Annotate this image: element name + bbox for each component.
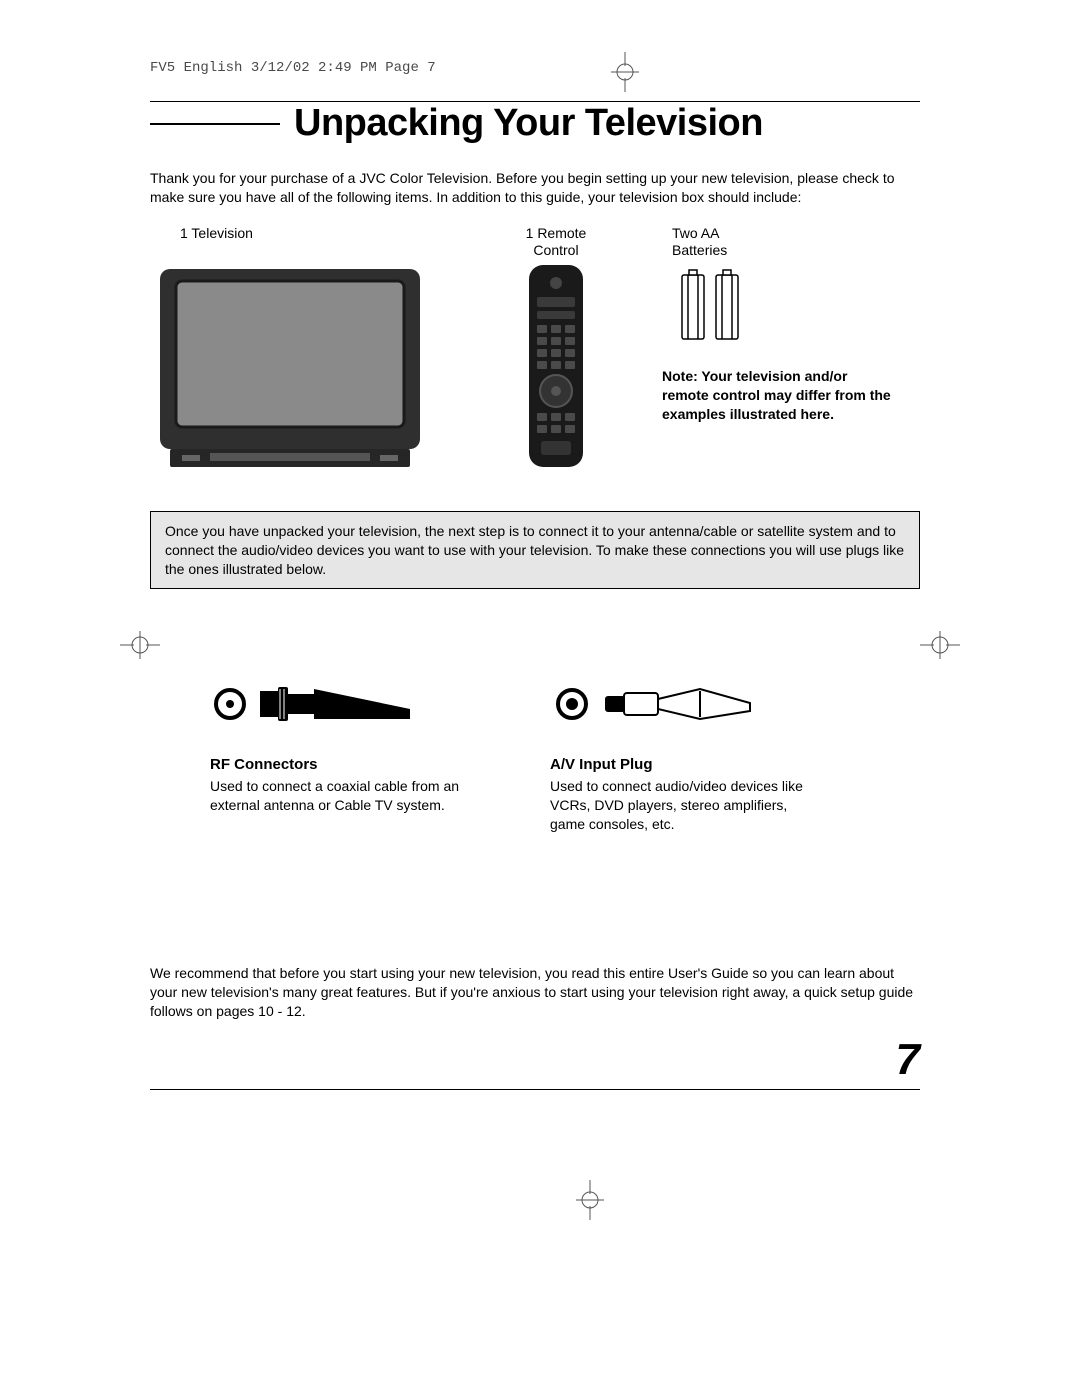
av-plug-icon <box>550 669 770 739</box>
page-number: 7 <box>896 1035 920 1085</box>
av-desc: Used to connect audio/video devices like… <box>550 777 820 834</box>
item-batteries: Two AA Batteries Note: Your television a… <box>662 225 892 471</box>
item-label-batteries: Two AA Batteries <box>662 225 892 261</box>
crop-mark-left-icon <box>120 625 160 665</box>
crop-mark-top-icon <box>605 52 645 92</box>
item-label-remote: 1 Remote Control <box>526 225 587 261</box>
rf-desc: Used to connect a coaxial cable from an … <box>210 777 480 815</box>
recommend-paragraph: We recommend that before you start using… <box>150 964 920 1021</box>
connectors-row: RF Connectors Used to connect a coaxial … <box>150 669 920 834</box>
included-items-row: 1 Television 1 Remote Control <box>150 225 920 471</box>
batteries-icon <box>672 267 752 345</box>
connection-info-box: Once you have unpacked your television, … <box>150 511 920 590</box>
item-label-television: 1 Television <box>150 225 450 261</box>
connector-rf: RF Connectors Used to connect a coaxial … <box>210 669 480 834</box>
title-dash-icon <box>150 123 280 125</box>
print-header-meta: FV5 English 3/12/02 2:49 PM Page 7 <box>150 60 920 76</box>
title-row: Unpacking Your Television <box>150 102 920 145</box>
footer-row: 7 <box>150 1035 920 1090</box>
television-icon <box>150 261 430 471</box>
connector-av: A/V Input Plug Used to connect audio/vid… <box>550 669 820 834</box>
rf-title: RF Connectors <box>210 756 480 773</box>
remote-control-icon <box>521 261 591 471</box>
item-television: 1 Television <box>150 225 450 471</box>
intro-paragraph: Thank you for your purchase of a JVC Col… <box>150 169 920 207</box>
rf-connector-icon <box>210 669 430 739</box>
item-remote: 1 Remote Control <box>476 225 636 471</box>
av-title: A/V Input Plug <box>550 756 820 773</box>
note-differs: Note: Your television and/or remote cont… <box>662 367 892 424</box>
crop-mark-bottom-icon <box>570 1180 610 1220</box>
manual-page: FV5 English 3/12/02 2:49 PM Page 7 Unpac… <box>150 60 920 1090</box>
page-title: Unpacking Your Television <box>294 102 763 145</box>
crop-mark-right-icon <box>920 625 960 665</box>
